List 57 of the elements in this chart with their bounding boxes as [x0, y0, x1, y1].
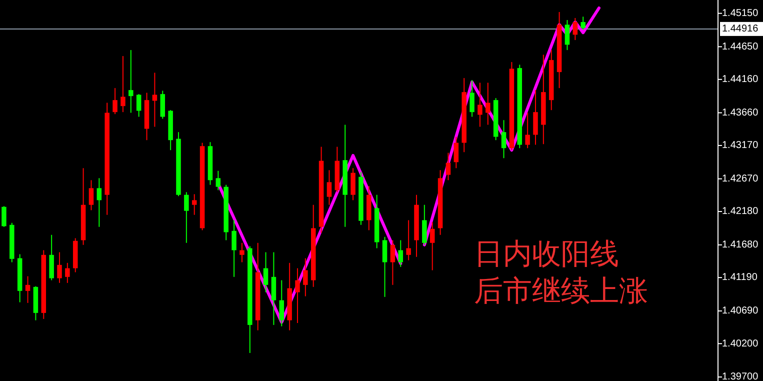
y-tick-label: 1.40200 — [722, 338, 759, 350]
y-tick-label: 1.42670 — [722, 173, 759, 184]
candlestick — [128, 50, 134, 114]
candlestick — [192, 194, 197, 216]
candlestick — [184, 192, 189, 244]
y-tick-label: 1.41680 — [722, 240, 759, 251]
candlestick — [49, 234, 54, 281]
candlestick — [303, 258, 308, 297]
candlestick — [525, 112, 530, 149]
candlestick — [390, 240, 396, 286]
candlestick — [350, 168, 356, 201]
annotation: 日内收阳线 — [474, 238, 619, 271]
candlestick — [446, 152, 451, 181]
candlestick — [88, 180, 94, 211]
candlestick — [398, 240, 404, 268]
candlestick — [470, 80, 474, 118]
candlestick — [152, 72, 158, 128]
y-tick-label: 1.44160 — [722, 74, 759, 86]
candlestick — [279, 280, 284, 327]
candlestick — [382, 236, 388, 298]
candlestick — [478, 82, 482, 128]
candlestick — [136, 94, 142, 118]
candlestick — [2, 206, 6, 228]
candlestick — [57, 252, 62, 284]
y-tick-label: 1.45150 — [722, 8, 759, 19]
annotation: 后市继续上涨 — [474, 276, 648, 308]
candlestick — [580, 16, 586, 31]
candlestick — [25, 276, 30, 304]
candlestick — [120, 56, 126, 113]
candlestick — [406, 220, 411, 261]
y-tick-label: 1.42180 — [722, 206, 759, 218]
candlestick — [486, 82, 490, 126]
candlestick — [430, 222, 435, 271]
y-tick-label: 1.40690 — [722, 306, 759, 317]
candlestick — [454, 136, 459, 169]
candlestick — [564, 20, 570, 51]
candlestick — [240, 242, 244, 263]
candlestick — [263, 252, 268, 293]
candlestick — [271, 252, 276, 326]
candlestick — [96, 178, 102, 228]
y-tick-label: 1.43170 — [722, 140, 759, 152]
candlestick — [422, 204, 427, 246]
y-tick-label: 1.39700 — [722, 372, 759, 381]
y-tick-label: 1.41190 — [722, 272, 758, 284]
y-tick-label: 1.44650 — [722, 41, 759, 52]
candlestick — [216, 170, 221, 191]
ref-line-label: 1.44916 — [722, 24, 759, 35]
candlestick — [112, 88, 118, 115]
candlestick — [65, 262, 70, 284]
candlestick — [295, 268, 300, 324]
candlestick — [533, 90, 538, 146]
candlestick — [326, 170, 332, 206]
y-tick-label: 1.43660 — [722, 107, 759, 118]
candlestick — [160, 90, 166, 120]
candlestick — [572, 18, 578, 41]
candlestick — [232, 220, 236, 278]
candlestick — [501, 120, 506, 159]
